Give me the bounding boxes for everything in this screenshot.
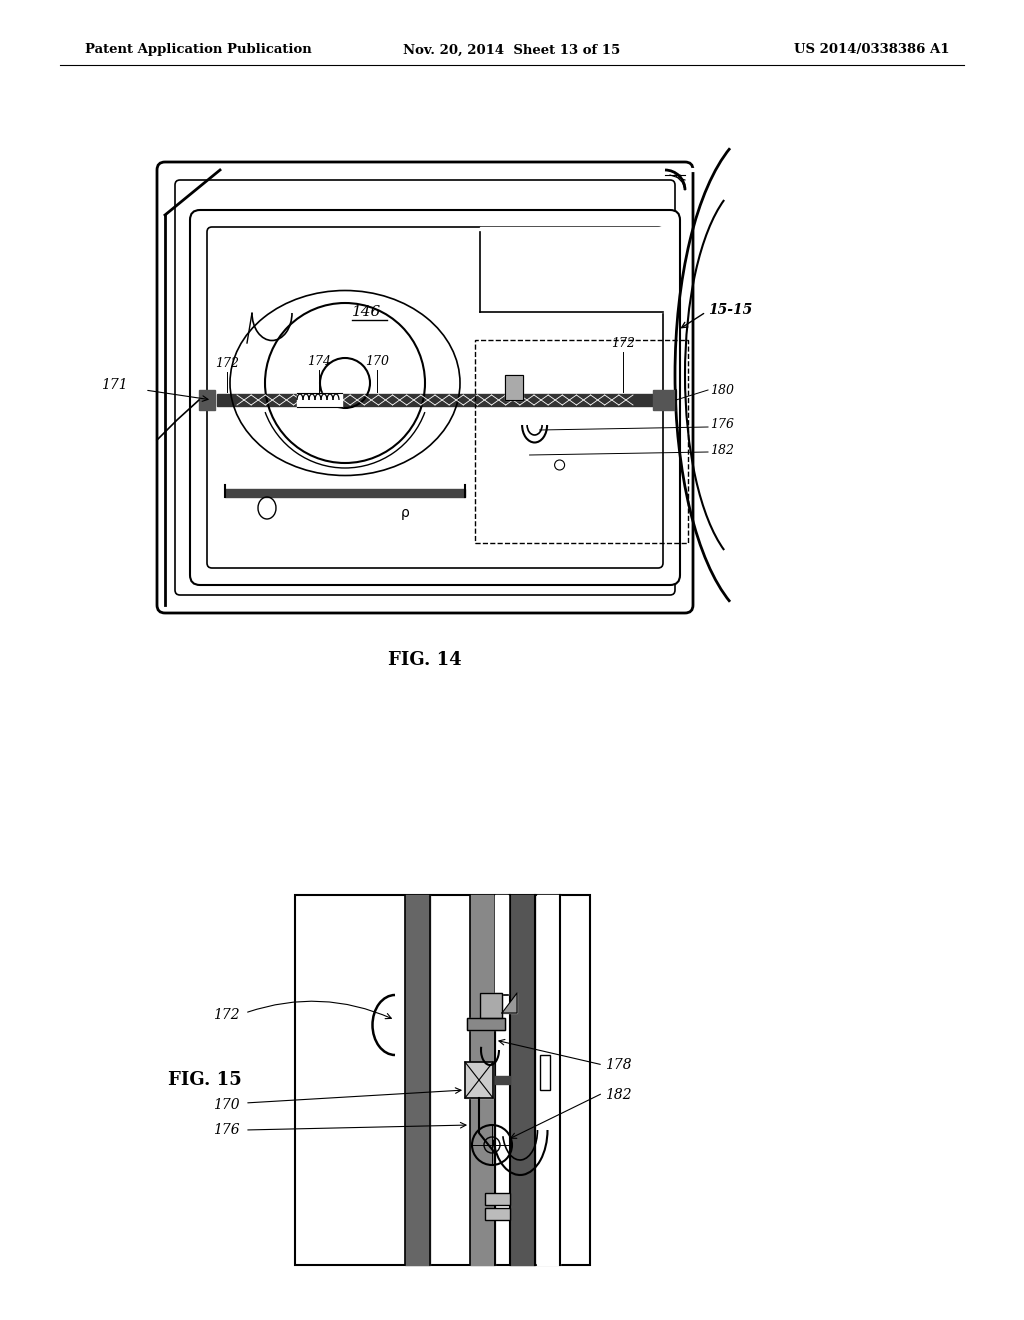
Polygon shape [505, 375, 522, 400]
FancyBboxPatch shape [157, 162, 693, 612]
Text: ρ: ρ [400, 506, 410, 520]
Text: 182: 182 [605, 1088, 632, 1102]
Bar [474, 341, 688, 543]
Text: 172: 172 [215, 356, 239, 370]
Bar [467, 1018, 505, 1030]
Text: 178: 178 [605, 1059, 632, 1072]
Polygon shape [495, 1076, 510, 1084]
Polygon shape [217, 393, 653, 407]
FancyBboxPatch shape [207, 227, 663, 568]
Bar [485, 1208, 510, 1220]
Polygon shape [165, 170, 220, 215]
Polygon shape [199, 389, 215, 411]
Polygon shape [225, 488, 465, 498]
Text: FIG. 14: FIG. 14 [388, 651, 462, 669]
Polygon shape [480, 993, 502, 1018]
Text: 176: 176 [213, 1123, 240, 1137]
Polygon shape [502, 993, 517, 1012]
Bar [295, 895, 590, 1265]
Text: 170: 170 [213, 1098, 240, 1111]
Text: 174: 174 [307, 355, 331, 368]
Text: 172: 172 [611, 337, 635, 350]
Text: Patent Application Publication: Patent Application Publication [85, 44, 311, 57]
Polygon shape [537, 895, 560, 1265]
Text: Nov. 20, 2014  Sheet 13 of 15: Nov. 20, 2014 Sheet 13 of 15 [403, 44, 621, 57]
Bar [505, 375, 522, 400]
Text: 15-15: 15-15 [708, 304, 753, 317]
Bar [540, 1055, 550, 1090]
Text: 182: 182 [710, 444, 734, 457]
Polygon shape [465, 1063, 493, 1098]
Polygon shape [470, 895, 495, 1265]
Bar [465, 1063, 493, 1098]
Polygon shape [467, 1018, 505, 1030]
Text: 176: 176 [710, 418, 734, 432]
Polygon shape [653, 389, 676, 411]
FancyBboxPatch shape [190, 210, 680, 585]
Text: 171: 171 [101, 378, 128, 392]
Text: 172: 172 [213, 1008, 240, 1022]
Text: US 2014/0338386 A1: US 2014/0338386 A1 [795, 44, 950, 57]
Text: 170: 170 [365, 355, 389, 368]
Bar [480, 993, 502, 1018]
Text: FIG. 15: FIG. 15 [168, 1071, 242, 1089]
Text: 146: 146 [352, 305, 381, 319]
Polygon shape [479, 227, 663, 312]
Bar [485, 1193, 510, 1205]
Polygon shape [510, 895, 535, 1265]
Text: 180: 180 [710, 384, 734, 396]
Polygon shape [406, 895, 430, 1265]
Polygon shape [297, 393, 342, 407]
Polygon shape [495, 895, 508, 995]
